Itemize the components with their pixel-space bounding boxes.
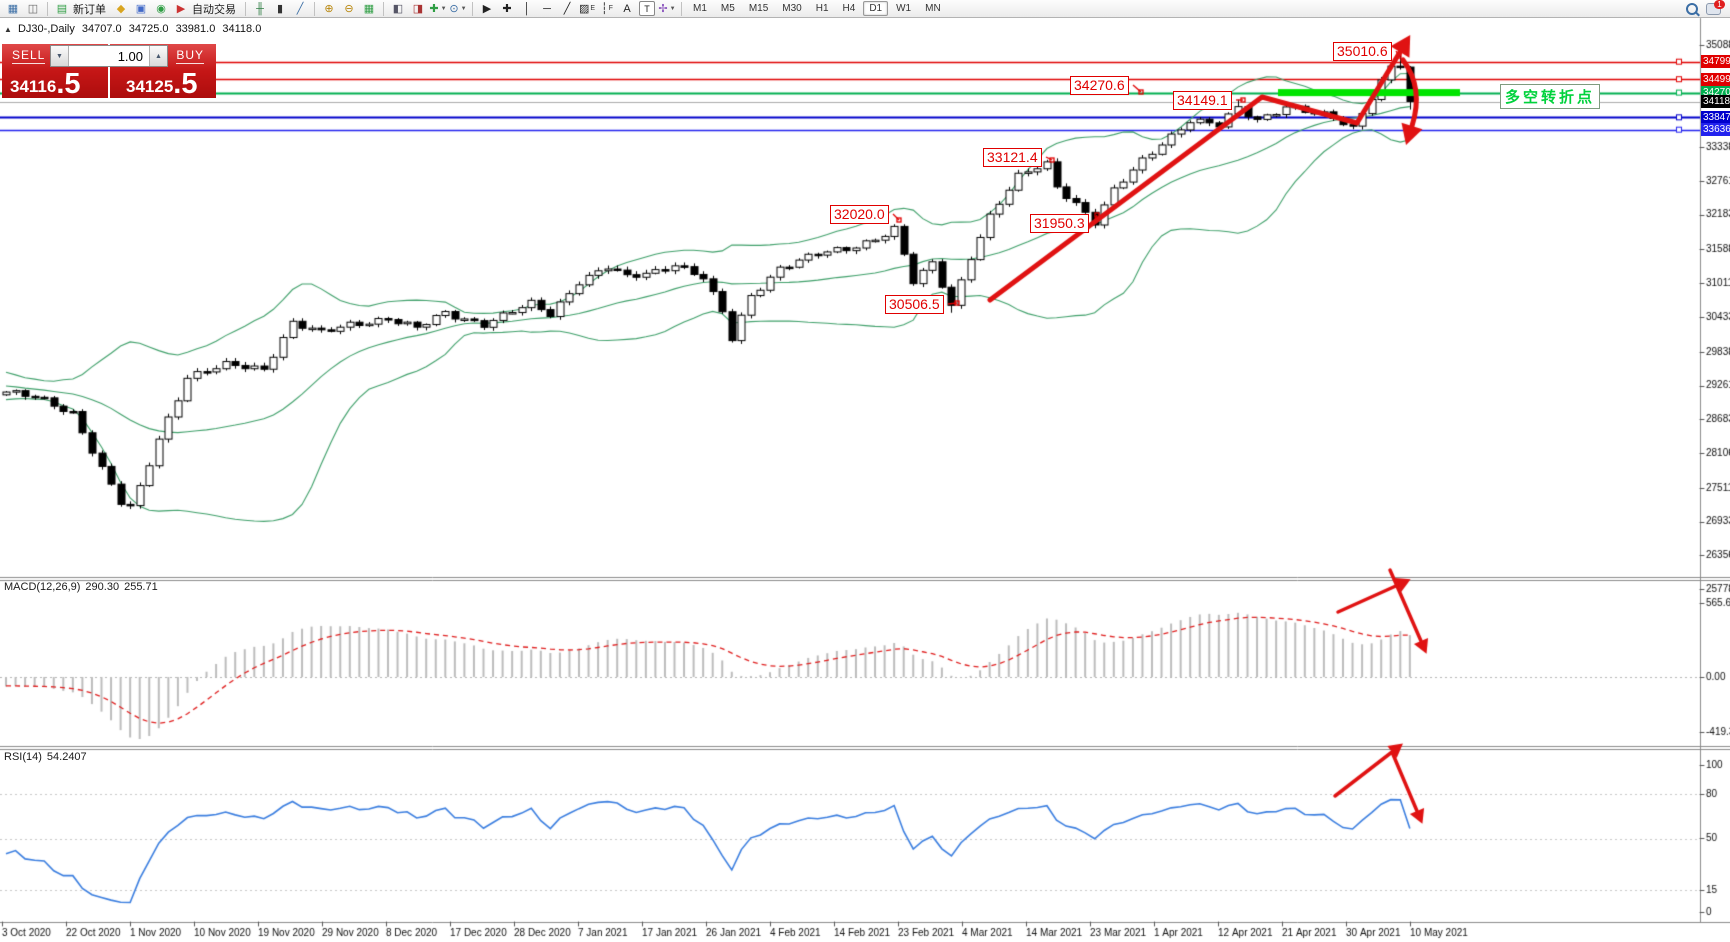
notifications-icon[interactable]: 1 — [1706, 0, 1725, 15]
chevron-down-icon: ▼ — [669, 5, 676, 12]
notification-count-badge: 1 — [1714, 0, 1725, 9]
auto-scroll-icon[interactable]: ◧ — [392, 2, 404, 15]
rsi-value: 54.2407 — [46, 751, 87, 763]
crosshair-icon[interactable]: ✚ — [502, 2, 512, 15]
timeframe-H1[interactable]: H1 — [815, 3, 829, 14]
price-badge-34799.1: 34799.1 — [1701, 55, 1730, 69]
price-badge-34118.0: 34118.0 — [1701, 95, 1730, 109]
buy-price-frac: .5 — [173, 68, 198, 100]
price-annotation-32020.0[interactable]: 32020.0 — [830, 205, 889, 224]
candlestick-icon[interactable]: ▮ — [276, 2, 284, 15]
buy-price: 34125.5 — [126, 68, 198, 100]
toolbar-separator — [472, 1, 473, 16]
volume-increase-button[interactable]: ▲ — [149, 46, 167, 66]
toolbar-separator — [47, 1, 48, 16]
timeframe-D1[interactable]: D1 — [863, 1, 889, 16]
ohlc-high: 34725.0 — [128, 23, 169, 35]
one-click-trading-panel: SELL 34116.5 ▼ 1.00 ▲ BUY 34125.5 — [2, 44, 216, 100]
equidistant-channel-icon[interactable]: ▨ E — [578, 2, 596, 15]
sell-price-frac: .5 — [56, 68, 81, 100]
toolbar: ▦ ◫ ▤ 新订单 ◆ ▣ ◉ ▶ 自动交易 ╫ ▮ ╱ ⊕ ⊖ ▦ ◧ ◨ ✚ ▼ ⊙ ▼ ▶ ✚ │ ─ ╱ ▨ E ┆ F A T ✢ ▼ M… — [0, 0, 1730, 18]
turning-point-note[interactable]: 多空转折点 — [1500, 84, 1601, 109]
indicators-icon[interactable]: ✚ ▼ — [429, 2, 447, 15]
ohlc-open: 34707.0 — [81, 23, 122, 35]
market-watch-icon[interactable]: ▣ — [135, 2, 147, 15]
cursor-icon[interactable]: ▶ — [482, 2, 492, 15]
brush-icon[interactable]: ◆ — [116, 2, 126, 15]
price-annotation-31950.3[interactable]: 31950.3 — [1030, 214, 1089, 233]
price-annotation-34149.1[interactable]: 34149.1 — [1173, 91, 1232, 110]
fibonacci-icon[interactable]: ┆ F — [601, 2, 613, 15]
periods-icon[interactable]: ⊙ ▼ — [449, 2, 467, 15]
price-annotation-35010.6[interactable]: 35010.6 — [1333, 42, 1392, 61]
price-annotation-30506.5[interactable]: 30506.5 — [885, 295, 944, 314]
timeframe-W1[interactable]: W1 — [896, 3, 912, 14]
chart-title: ▲ DJ30-,Daily 34707.0 34725.0 33981.0 34… — [4, 23, 265, 35]
horizontal-line-icon[interactable]: ─ — [543, 2, 551, 15]
ohlc-collapse-arrow[interactable]: ▲ — [4, 25, 12, 34]
tile-windows-icon[interactable]: ▦ — [363, 2, 375, 15]
toolbar-separator — [383, 1, 384, 16]
symbol-period-label: DJ30-,Daily — [17, 23, 75, 35]
buy-price-main: 34125 — [126, 77, 174, 96]
search-icon[interactable] — [1686, 2, 1698, 15]
zoom-in-icon[interactable]: ⊕ — [324, 2, 334, 15]
timeframe-M30[interactable]: M30 — [782, 3, 802, 14]
volume-control: ▼ 1.00 ▲ — [50, 45, 168, 67]
chart-shift-icon[interactable]: ◨ — [412, 2, 424, 15]
preview-icon[interactable]: ◫ — [27, 2, 39, 15]
macd-value-signal: 255.71 — [124, 581, 158, 593]
ohlc-close: 34118.0 — [222, 23, 262, 35]
signal-icon[interactable]: ◉ — [156, 2, 166, 15]
ohlc-bars-icon[interactable]: ╫ — [256, 2, 264, 15]
trendline-icon[interactable]: ╱ — [563, 2, 571, 15]
text-label-icon[interactable]: T — [639, 1, 655, 16]
zoom-out-icon[interactable]: ⊖ — [344, 2, 354, 15]
chevron-down-icon: ▼ — [440, 5, 447, 12]
toolbar-right: 1 — [1686, 0, 1727, 15]
timeframe-M1[interactable]: M1 — [693, 3, 707, 14]
timeframe-M15[interactable]: M15 — [748, 3, 769, 14]
toolbar-separator — [314, 1, 315, 16]
line-chart-icon[interactable]: ╱ — [296, 2, 304, 15]
text-icon[interactable]: A — [623, 2, 631, 15]
new-order-button[interactable]: ▤ — [56, 2, 68, 15]
autotrade-button[interactable]: ▶ — [176, 2, 186, 15]
new-order-button-label[interactable]: 新订单 — [73, 3, 106, 16]
volume-input[interactable]: 1.00 — [117, 49, 143, 64]
rsi-indicator-label: RSI(14) 54.2407 — [4, 751, 92, 763]
autotrade-button-label[interactable]: 自动交易 — [192, 3, 236, 16]
equidistant-channel-icon-sub: E — [590, 4, 596, 12]
price-badge-34499.6: 34499.6 — [1701, 72, 1730, 86]
ohlc-low: 33981.0 — [175, 23, 216, 35]
sell-price-main: 34116 — [10, 77, 57, 96]
sell-label: SELL — [12, 48, 46, 64]
timeframe-H4[interactable]: H4 — [842, 3, 856, 14]
sell-price: 34116.5 — [10, 68, 81, 100]
toolbar-separator — [245, 1, 246, 16]
buy-label: BUY — [176, 48, 204, 64]
timeframe-MN[interactable]: MN — [925, 3, 941, 14]
vertical-line-icon[interactable]: │ — [523, 2, 531, 15]
macd-name: MACD(12,26,9) — [4, 581, 81, 593]
fibonacci-icon-sub: F — [608, 4, 613, 12]
macd-value-main: 290.30 — [85, 581, 120, 593]
price-annotation-33121.4[interactable]: 33121.4 — [983, 148, 1042, 167]
macd-indicator-label: MACD(12,26,9) 290.30 255.71 — [4, 581, 163, 593]
price-annotation-34270.6[interactable]: 34270.6 — [1070, 76, 1129, 95]
rsi-name: RSI(14) — [4, 751, 42, 763]
volume-decrease-button[interactable]: ▼ — [51, 46, 69, 66]
price-badge-33847.8: 33847.8 — [1701, 110, 1730, 124]
price-badge-33636.4: 33636.4 — [1701, 123, 1730, 137]
chart-window-icon[interactable]: ▦ — [7, 2, 19, 15]
chevron-down-icon: ▼ — [460, 5, 467, 12]
timeframe-M5[interactable]: M5 — [720, 3, 735, 14]
toolbar-separator — [681, 1, 682, 16]
shapes-icon[interactable]: ✢ ▼ — [658, 2, 676, 15]
